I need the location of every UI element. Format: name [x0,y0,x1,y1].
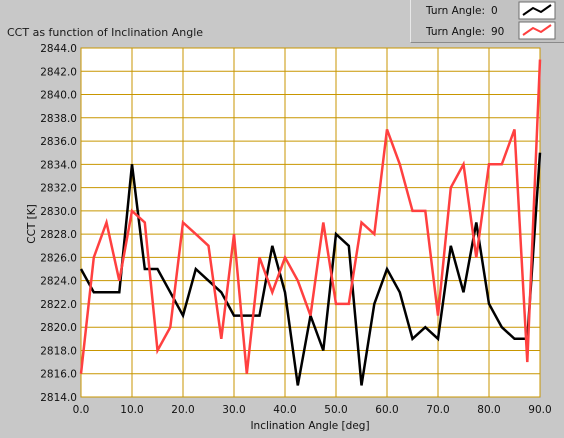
x-tick-label: 50.0 [324,404,347,416]
y-tick-label: 2840.0 [40,90,77,102]
legend-row-turn-0: Turn Angle: 0 [411,0,564,21]
x-tick-label: 80.0 [477,404,500,416]
x-tick-label: 10.0 [120,404,143,416]
series-lines [79,59,542,386]
legend-value: 90 [491,26,505,38]
y-tick-label: 2832.0 [40,183,77,195]
legend-line-icon [522,24,552,36]
chart-title: CCT as function of Inclination Angle [7,26,204,39]
legend-value: 0 [491,5,498,17]
y-tick-label: 2844.0 [40,43,77,55]
legend-row-turn-90: Turn Angle: 90 [411,21,564,42]
x-tick-label: 20.0 [171,404,194,416]
y-tick-label: 2838.0 [40,113,77,125]
y-tick-label: 2826.0 [40,252,77,264]
y-tick-label: 2816.0 [40,369,77,381]
y-tick-labels: 2814.0 2816.0 2818.0 2820.0 2822.0 2824.0 2826… [40,43,77,404]
x-tick-labels: 0.0 10.0 20.0 30.0 40.0 50.0 60.0 70.0 80.0 90.0 [73,404,552,416]
y-tick-label: 2828.0 [40,229,77,241]
x-tick-label: 90.0 [528,404,551,416]
y-tick-label: 2824.0 [40,276,77,288]
y-tick-label: 2830.0 [40,206,77,218]
legend-label: Turn Angle: [426,26,486,38]
y-tick-label: 2834.0 [40,159,77,171]
y-tick-label: 2814.0 [40,392,77,404]
series-line-1 [79,59,542,374]
legend-line-icon [522,4,552,16]
x-tick-label: 40.0 [273,404,296,416]
x-tick-label: 70.0 [426,404,449,416]
y-tick-label: 2836.0 [40,136,77,148]
y-tick-label: 2842.0 [40,66,77,78]
x-tick-label: 30.0 [222,404,245,416]
x-axis-label: Inclination Angle [deg] [250,420,369,432]
y-axis-label: CCT [K] [26,204,38,244]
y-tick-label: 2820.0 [40,322,77,334]
legend-label: Turn Angle: [426,5,486,17]
x-tick-label: 60.0 [375,404,398,416]
plot-legend: Turn Angle: 0 Turn Angle: 90 [410,0,564,43]
y-tick-label: 2822.0 [40,299,77,311]
y-tick-label: 2818.0 [40,345,77,357]
x-tick-label: 0.0 [73,404,90,416]
